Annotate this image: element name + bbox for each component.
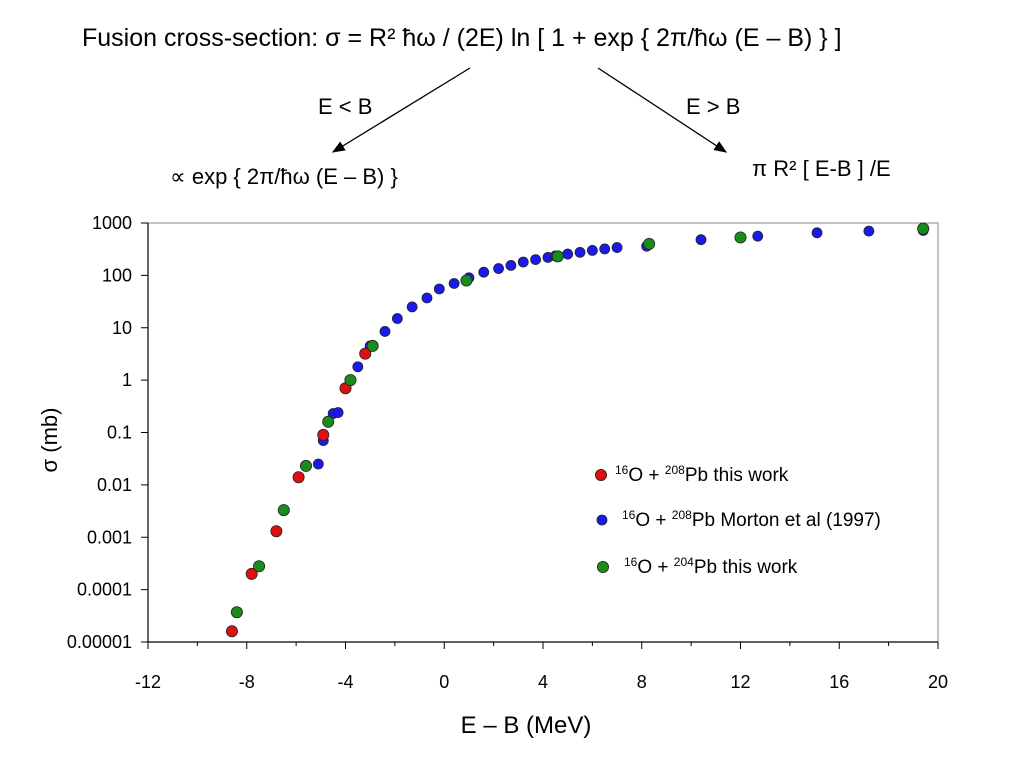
data-point xyxy=(391,313,403,324)
x-tick-label: 4 xyxy=(538,672,548,692)
legend-label: 16O + 208Pb Morton et al (1997) xyxy=(622,508,881,531)
data-point xyxy=(332,407,344,418)
branch-above-result: π R² [ E-B ] /E xyxy=(752,156,891,181)
formula-title: Fusion cross-section: σ = R² ħω / (2E) l… xyxy=(82,24,842,53)
data-point xyxy=(695,234,707,246)
data-point xyxy=(478,266,490,278)
formula-text: Fusion cross-section: σ = R² ħω / (2E) l… xyxy=(82,24,842,52)
chart-axes xyxy=(147,222,939,643)
data-point xyxy=(448,278,460,289)
data-point xyxy=(611,242,623,253)
data-point xyxy=(359,347,372,360)
data-point xyxy=(562,248,574,260)
arrow-below xyxy=(331,67,471,153)
data-point xyxy=(863,225,875,237)
y-axis-title: σ (mb) xyxy=(37,408,62,473)
y-tick-label: 0.001 xyxy=(87,527,132,547)
chart-legend: 16O + 208Pb this work 16O + 208Pb Morton … xyxy=(595,463,881,578)
x-tick-label: 20 xyxy=(928,672,948,692)
legend-marker xyxy=(596,514,608,526)
data-point xyxy=(379,326,391,337)
data-point xyxy=(586,244,598,256)
y-tick-label: 0.1 xyxy=(107,423,132,443)
y-tick-label: 0.0001 xyxy=(77,580,132,600)
data-point xyxy=(292,471,305,484)
data-point xyxy=(344,374,357,387)
chart-ticks: -12 -8 -4 0 4 8 12 16 20 0.00001 0.0001 0.001 0.01 0.… xyxy=(67,213,948,692)
y-tick-label: 0.01 xyxy=(97,475,132,495)
data-point xyxy=(574,246,586,258)
branch-below-result: ∝ exp { 2π/ħω (E – B) } xyxy=(170,164,398,189)
x-tick-label: 0 xyxy=(439,672,449,692)
data-point xyxy=(253,560,266,573)
y-tick-label: 100 xyxy=(102,265,132,285)
data-point xyxy=(245,567,258,580)
arrow-above xyxy=(597,67,728,153)
data-point xyxy=(505,260,517,271)
data-point xyxy=(599,243,611,255)
data-point xyxy=(270,525,283,538)
chart-points xyxy=(225,222,930,638)
x-tick-label: 8 xyxy=(637,672,647,692)
data-point xyxy=(225,625,238,638)
y-tick-label: 0.00001 xyxy=(67,632,132,652)
x-tick-label: 12 xyxy=(730,672,750,692)
data-point xyxy=(493,263,504,274)
data-point xyxy=(230,606,243,619)
data-point xyxy=(433,283,445,295)
data-point xyxy=(421,292,433,304)
data-point xyxy=(312,458,324,470)
x-axis-title: E – B (MeV) xyxy=(461,712,592,739)
x-tick-label: -8 xyxy=(239,672,255,692)
data-point xyxy=(299,459,312,472)
data-point xyxy=(317,428,330,441)
x-tick-label: 16 xyxy=(829,672,849,692)
data-point xyxy=(643,237,656,250)
data-point xyxy=(917,222,930,235)
data-point xyxy=(551,250,564,263)
data-point xyxy=(752,230,764,242)
data-point xyxy=(352,361,364,373)
y-tick-label: 10 xyxy=(112,318,132,338)
y-tick-label: 1000 xyxy=(92,213,132,233)
x-tick-label: -12 xyxy=(135,672,161,692)
legend-label: 16O + 208Pb this work xyxy=(615,463,789,486)
legend-marker xyxy=(597,561,610,574)
data-point xyxy=(517,256,529,268)
data-point xyxy=(460,274,473,287)
branch-below-label: E < B xyxy=(318,94,373,119)
legend-marker xyxy=(595,468,608,481)
data-point xyxy=(277,504,290,517)
branch-above-label: E > B xyxy=(686,94,741,119)
data-point xyxy=(811,227,823,239)
data-point xyxy=(406,301,418,313)
data-point xyxy=(322,415,335,428)
data-point xyxy=(734,231,747,244)
plot-frame xyxy=(147,222,939,643)
y-tick-label: 1 xyxy=(122,370,132,390)
x-tick-label: -4 xyxy=(337,672,353,692)
data-point xyxy=(366,339,379,352)
data-point xyxy=(530,254,541,266)
legend-label: 16O + 204Pb this work xyxy=(624,555,798,578)
